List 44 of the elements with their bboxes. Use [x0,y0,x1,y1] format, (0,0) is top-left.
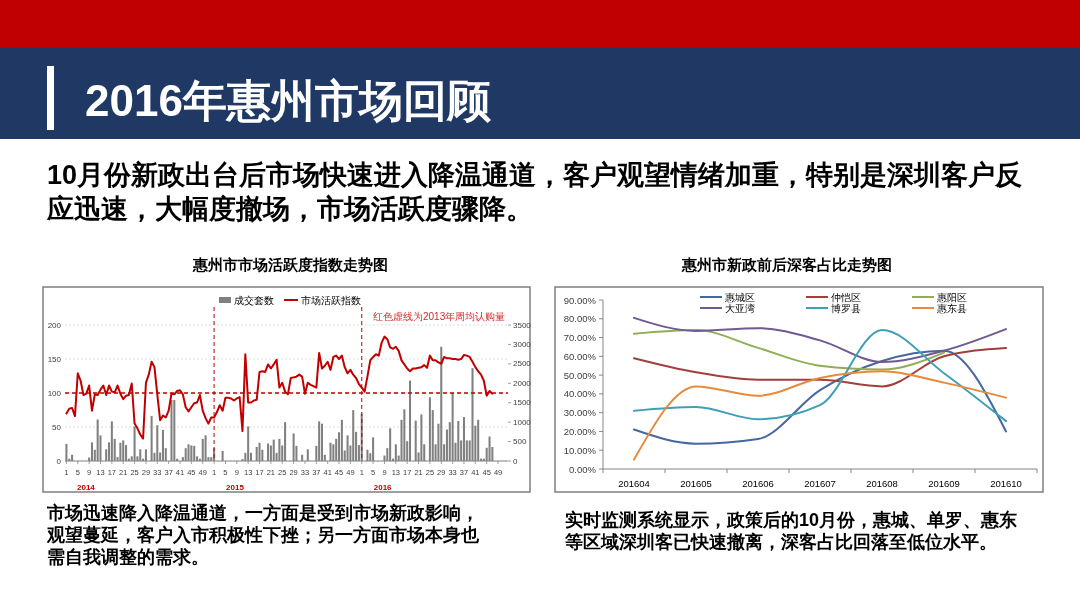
legend-label: 成交套数 [234,294,274,306]
text: 2016 [373,482,393,492]
text: 红色虚线为2013年周均认购量 [373,311,506,322]
legend-label: 惠城区 [724,291,755,303]
x-tick-label: 201608 [866,477,898,489]
y-tick-label: 50 [52,422,62,432]
text: 10月份新政出台后市场快速进入降温通道，客户观望情绪加重，特别是深圳客户反应迅速，大幅度撤场，市场活跃度骤降。 [47,159,1024,226]
y-tick-label: 70.00% [563,332,597,344]
x-tick-label: 201609 [928,477,960,489]
x-tick-label: 201604 [618,477,650,489]
text: 2014 [77,482,96,492]
y2-tick-label: 0 [513,456,518,466]
text: 实时监测系统显示，政策后的10月份，惠城、单罗、惠东等区域深圳客已快速撤离，深客占比回落至低位水平。 [565,509,1019,553]
y-tick-label: 40.00% [563,388,597,400]
y-tick-label: 0 [56,456,62,466]
y2-tick-label: 2000 [513,378,532,388]
chart-title: 惠州市市场活跃度指数走势图 [191,256,388,273]
x-tick-label: 201606 [742,477,774,489]
y-tick-label: 150 [47,354,62,364]
x-tick-label: 201605 [680,477,712,489]
legend-label: 惠东县 [936,302,967,314]
y-tick-label: 200 [47,320,62,330]
x-tick-label: 201610 [990,477,1022,489]
x-tick-label: 201607 [804,477,836,489]
text: 市场迅速降入降温通道，一方面是受到市场新政影响，观望蔓延，客户入市积极性下挫；另一方面市场本身也需自我调整的需求。 [47,502,480,568]
legend-label: 惠阳区 [936,291,967,303]
y-tick-label: 10.00% [563,444,597,456]
text: 2015 [226,482,245,492]
y-tick-label: 60.00% [563,350,597,362]
y-tick-label: 80.00% [563,313,597,325]
chart-title: 惠州市新政前后深客占比走势图 [681,256,892,273]
text: 2016年惠州市场回顾 [85,76,491,125]
y-tick-label: 100 [47,388,62,398]
y-tick-label: 50.00% [563,369,597,381]
legend-label: 博罗县 [831,302,861,314]
legend-label: 大亚湾 [725,302,755,314]
legend-label: 仲恺区 [831,291,861,303]
y-tick-label: 20.00% [563,425,597,437]
y-tick-label: 30.00% [563,407,597,419]
y2-tick-label: 500 [513,437,527,447]
y-tick-label: 0.00% [569,463,597,475]
y2-tick-label: 3000 [513,339,532,349]
legend-label: 市场活跃指数 [301,294,361,306]
y-tick-label: 90.00% [563,294,597,306]
